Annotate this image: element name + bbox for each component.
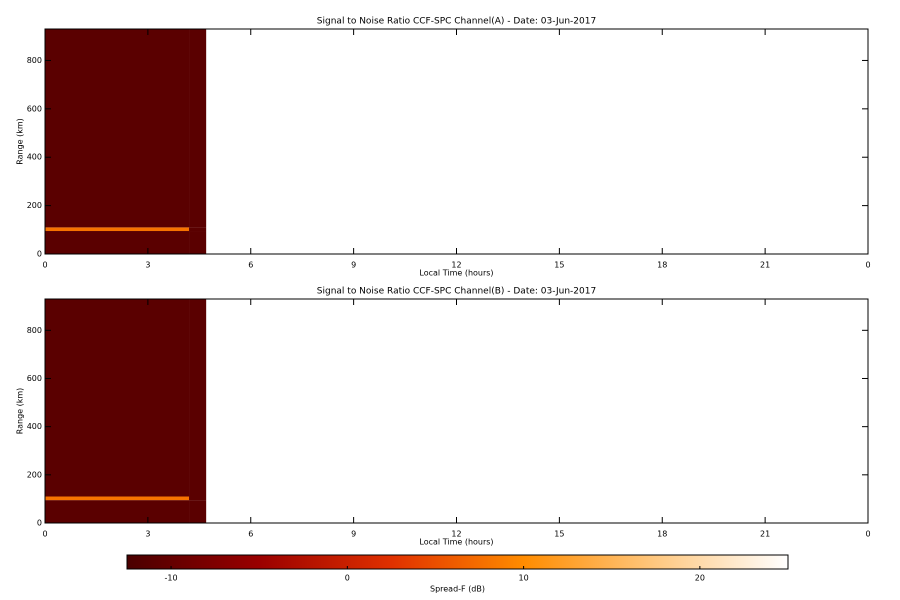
x-tick-label: 0 — [42, 261, 47, 270]
x-tick-label: 0 — [865, 261, 870, 270]
y-tick-label: 400 — [27, 153, 42, 162]
colorbar-tick-label: 0 — [345, 574, 350, 583]
heatmap-cell — [45, 29, 190, 228]
y-tick-label: 0 — [37, 519, 42, 528]
x-tick-label: 21 — [760, 530, 770, 539]
x-tick-label: 18 — [657, 530, 667, 539]
x-tick-label: 6 — [248, 530, 253, 539]
colorbar — [126, 554, 789, 570]
colorbar-tick-label: -10 — [165, 574, 178, 583]
heatmap-cell — [189, 29, 207, 228]
y-tick-label: 800 — [27, 56, 42, 65]
y-tick-label: 200 — [27, 470, 42, 479]
heatmap-cell — [45, 231, 190, 254]
x-tick-label: 12 — [451, 530, 461, 539]
x-tick-label: 3 — [145, 261, 150, 270]
x-tick-label: 18 — [657, 261, 667, 270]
heatmap-cell — [45, 299, 190, 497]
y-tick-label: 200 — [27, 201, 42, 210]
colorbar-tick-label: 20 — [695, 574, 705, 583]
x-axis-label: Local Time (hours) — [419, 269, 493, 278]
x-tick-label: 12 — [451, 261, 461, 270]
heatmap-cell — [189, 231, 207, 254]
y-tick-label: 0 — [37, 250, 42, 259]
heatmap-cell — [45, 227, 190, 232]
chart-title: Signal to Noise Ratio CCF-SPC Channel(A)… — [317, 17, 596, 27]
x-tick-label: 6 — [248, 261, 253, 270]
x-tick-label: 0 — [865, 530, 870, 539]
y-tick-label: 800 — [27, 326, 42, 335]
colorbar-label: Spread-F (dB) — [430, 585, 485, 594]
y-axis-label: Range (km) — [16, 388, 25, 435]
x-tick-label: 15 — [554, 530, 564, 539]
chart-title: Signal to Noise Ratio CCF-SPC Channel(B)… — [317, 287, 596, 297]
y-tick-label: 600 — [27, 104, 42, 113]
heatmap-cell — [189, 496, 207, 501]
x-axis-label: Local Time (hours) — [419, 538, 493, 547]
colorbar-tick-label: 10 — [519, 574, 529, 583]
x-tick-label: 15 — [554, 261, 564, 270]
x-tick-label: 3 — [145, 530, 150, 539]
heatmap-cell — [189, 299, 207, 497]
heatmap-cell — [189, 227, 207, 232]
x-tick-label: 0 — [42, 530, 47, 539]
heatmap-cell — [189, 500, 207, 523]
x-tick-label: 21 — [760, 261, 770, 270]
heatmap-cell — [45, 500, 190, 523]
x-tick-label: 9 — [351, 530, 356, 539]
y-tick-label: 400 — [27, 422, 42, 431]
x-tick-label: 9 — [351, 261, 356, 270]
heatmap-cell — [45, 496, 190, 501]
y-tick-label: 600 — [27, 374, 42, 383]
y-axis-label: Range (km) — [16, 118, 25, 165]
